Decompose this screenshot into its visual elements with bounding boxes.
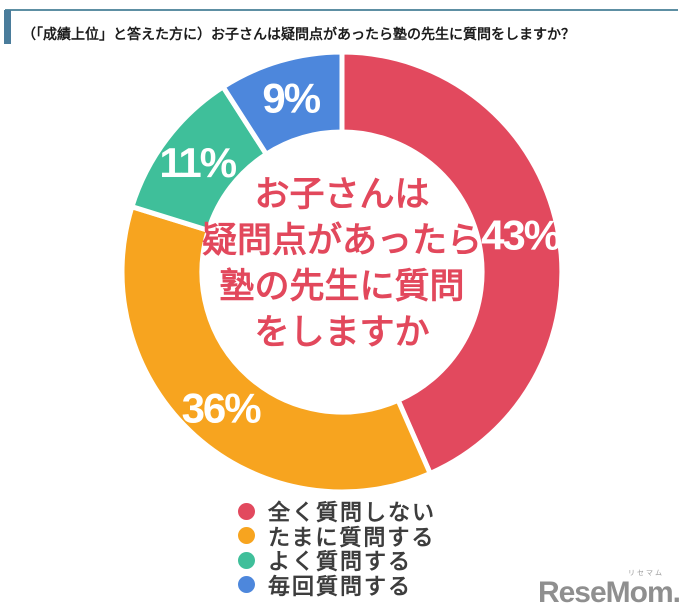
legend-item: よく質問する xyxy=(238,548,436,574)
header-rule xyxy=(5,9,678,11)
center-text-line: お子さんは xyxy=(254,175,430,214)
slice-value-label: 9% xyxy=(262,74,320,121)
legend-dot xyxy=(238,502,255,520)
chart-legend: 全く質問しない たまに質問する よく質問する 毎回質問する xyxy=(238,499,436,599)
resemom-logo: リセマム ReseMom. xyxy=(537,570,681,609)
legend-label: よく質問する xyxy=(268,549,413,575)
legend-label: たまに質問する xyxy=(268,524,436,550)
legend-label: 毎回質問する xyxy=(268,573,413,599)
chart-center-text: お子さんは疑問点があったら 塾の先生に質問 をしますか xyxy=(192,172,492,356)
slice-value-label: 36% xyxy=(182,385,262,432)
legend-item: 全く質問しない xyxy=(238,499,436,525)
slice-value-label: 43% xyxy=(481,212,561,259)
legend-dot xyxy=(238,576,255,594)
legend-item: 毎回質問する xyxy=(238,573,436,599)
title-accent-bar xyxy=(4,10,11,44)
slice-value-label: 11% xyxy=(159,139,236,186)
legend-dot xyxy=(238,551,255,569)
logo-ruby-text: リセマム xyxy=(628,570,664,577)
center-text-line: 塾の先生に質問 xyxy=(219,267,465,306)
legend-label: 全く質問しない xyxy=(268,500,437,526)
center-text-line: 疑問点があったら xyxy=(201,221,482,260)
donut-slice-2 xyxy=(119,204,433,495)
legend-item: たまに質問する xyxy=(238,524,436,550)
center-text-line: をしますか xyxy=(254,313,430,352)
donut-slice-1 xyxy=(339,49,565,476)
page-title: （「成績上位」と答えた方に）お子さんは疑問点があったら塾の先生に質問をしますか？ xyxy=(22,26,575,42)
donut-slice-4 xyxy=(220,49,345,157)
logo-wordmark: ReseMom. xyxy=(537,576,681,609)
legend-dot xyxy=(238,527,255,545)
